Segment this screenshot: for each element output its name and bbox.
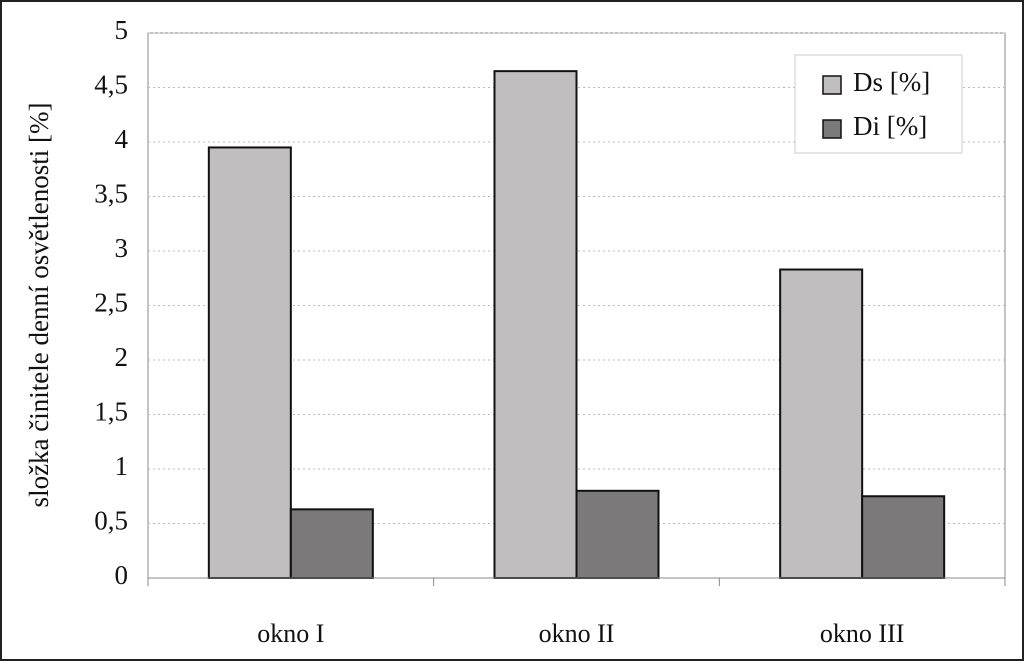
y-axis-label: složka činitele denní osvětlenosti [%] (24, 103, 54, 508)
y-tick-label: 2 (115, 342, 129, 372)
legend-swatch (822, 75, 842, 95)
y-tick-label: 1,5 (94, 397, 128, 427)
y-tick-label: 1 (115, 451, 129, 481)
bar (289, 508, 374, 579)
bar (779, 268, 864, 579)
bar (207, 146, 292, 579)
y-tick-label: 5 (115, 15, 129, 45)
y-tick-label: 4 (115, 124, 129, 154)
bar (493, 70, 578, 580)
bar (575, 489, 660, 579)
bar (861, 495, 946, 579)
y-tick-label: 4,5 (94, 70, 128, 100)
x-tick-label: okno II (539, 619, 615, 648)
y-tick-label: 0,5 (94, 506, 128, 536)
x-tick-label: okno I (257, 619, 324, 648)
legend-label: Ds [%] (853, 67, 930, 97)
y-tick-label: 3,5 (94, 179, 128, 209)
x-tick-label: okno III (820, 619, 904, 648)
y-tick-label: 3 (115, 233, 129, 263)
legend-label: Di [%] (853, 111, 927, 141)
legend-swatch (822, 119, 842, 139)
y-tick-label: 2,5 (94, 288, 128, 318)
y-tick-label: 0 (115, 560, 129, 590)
